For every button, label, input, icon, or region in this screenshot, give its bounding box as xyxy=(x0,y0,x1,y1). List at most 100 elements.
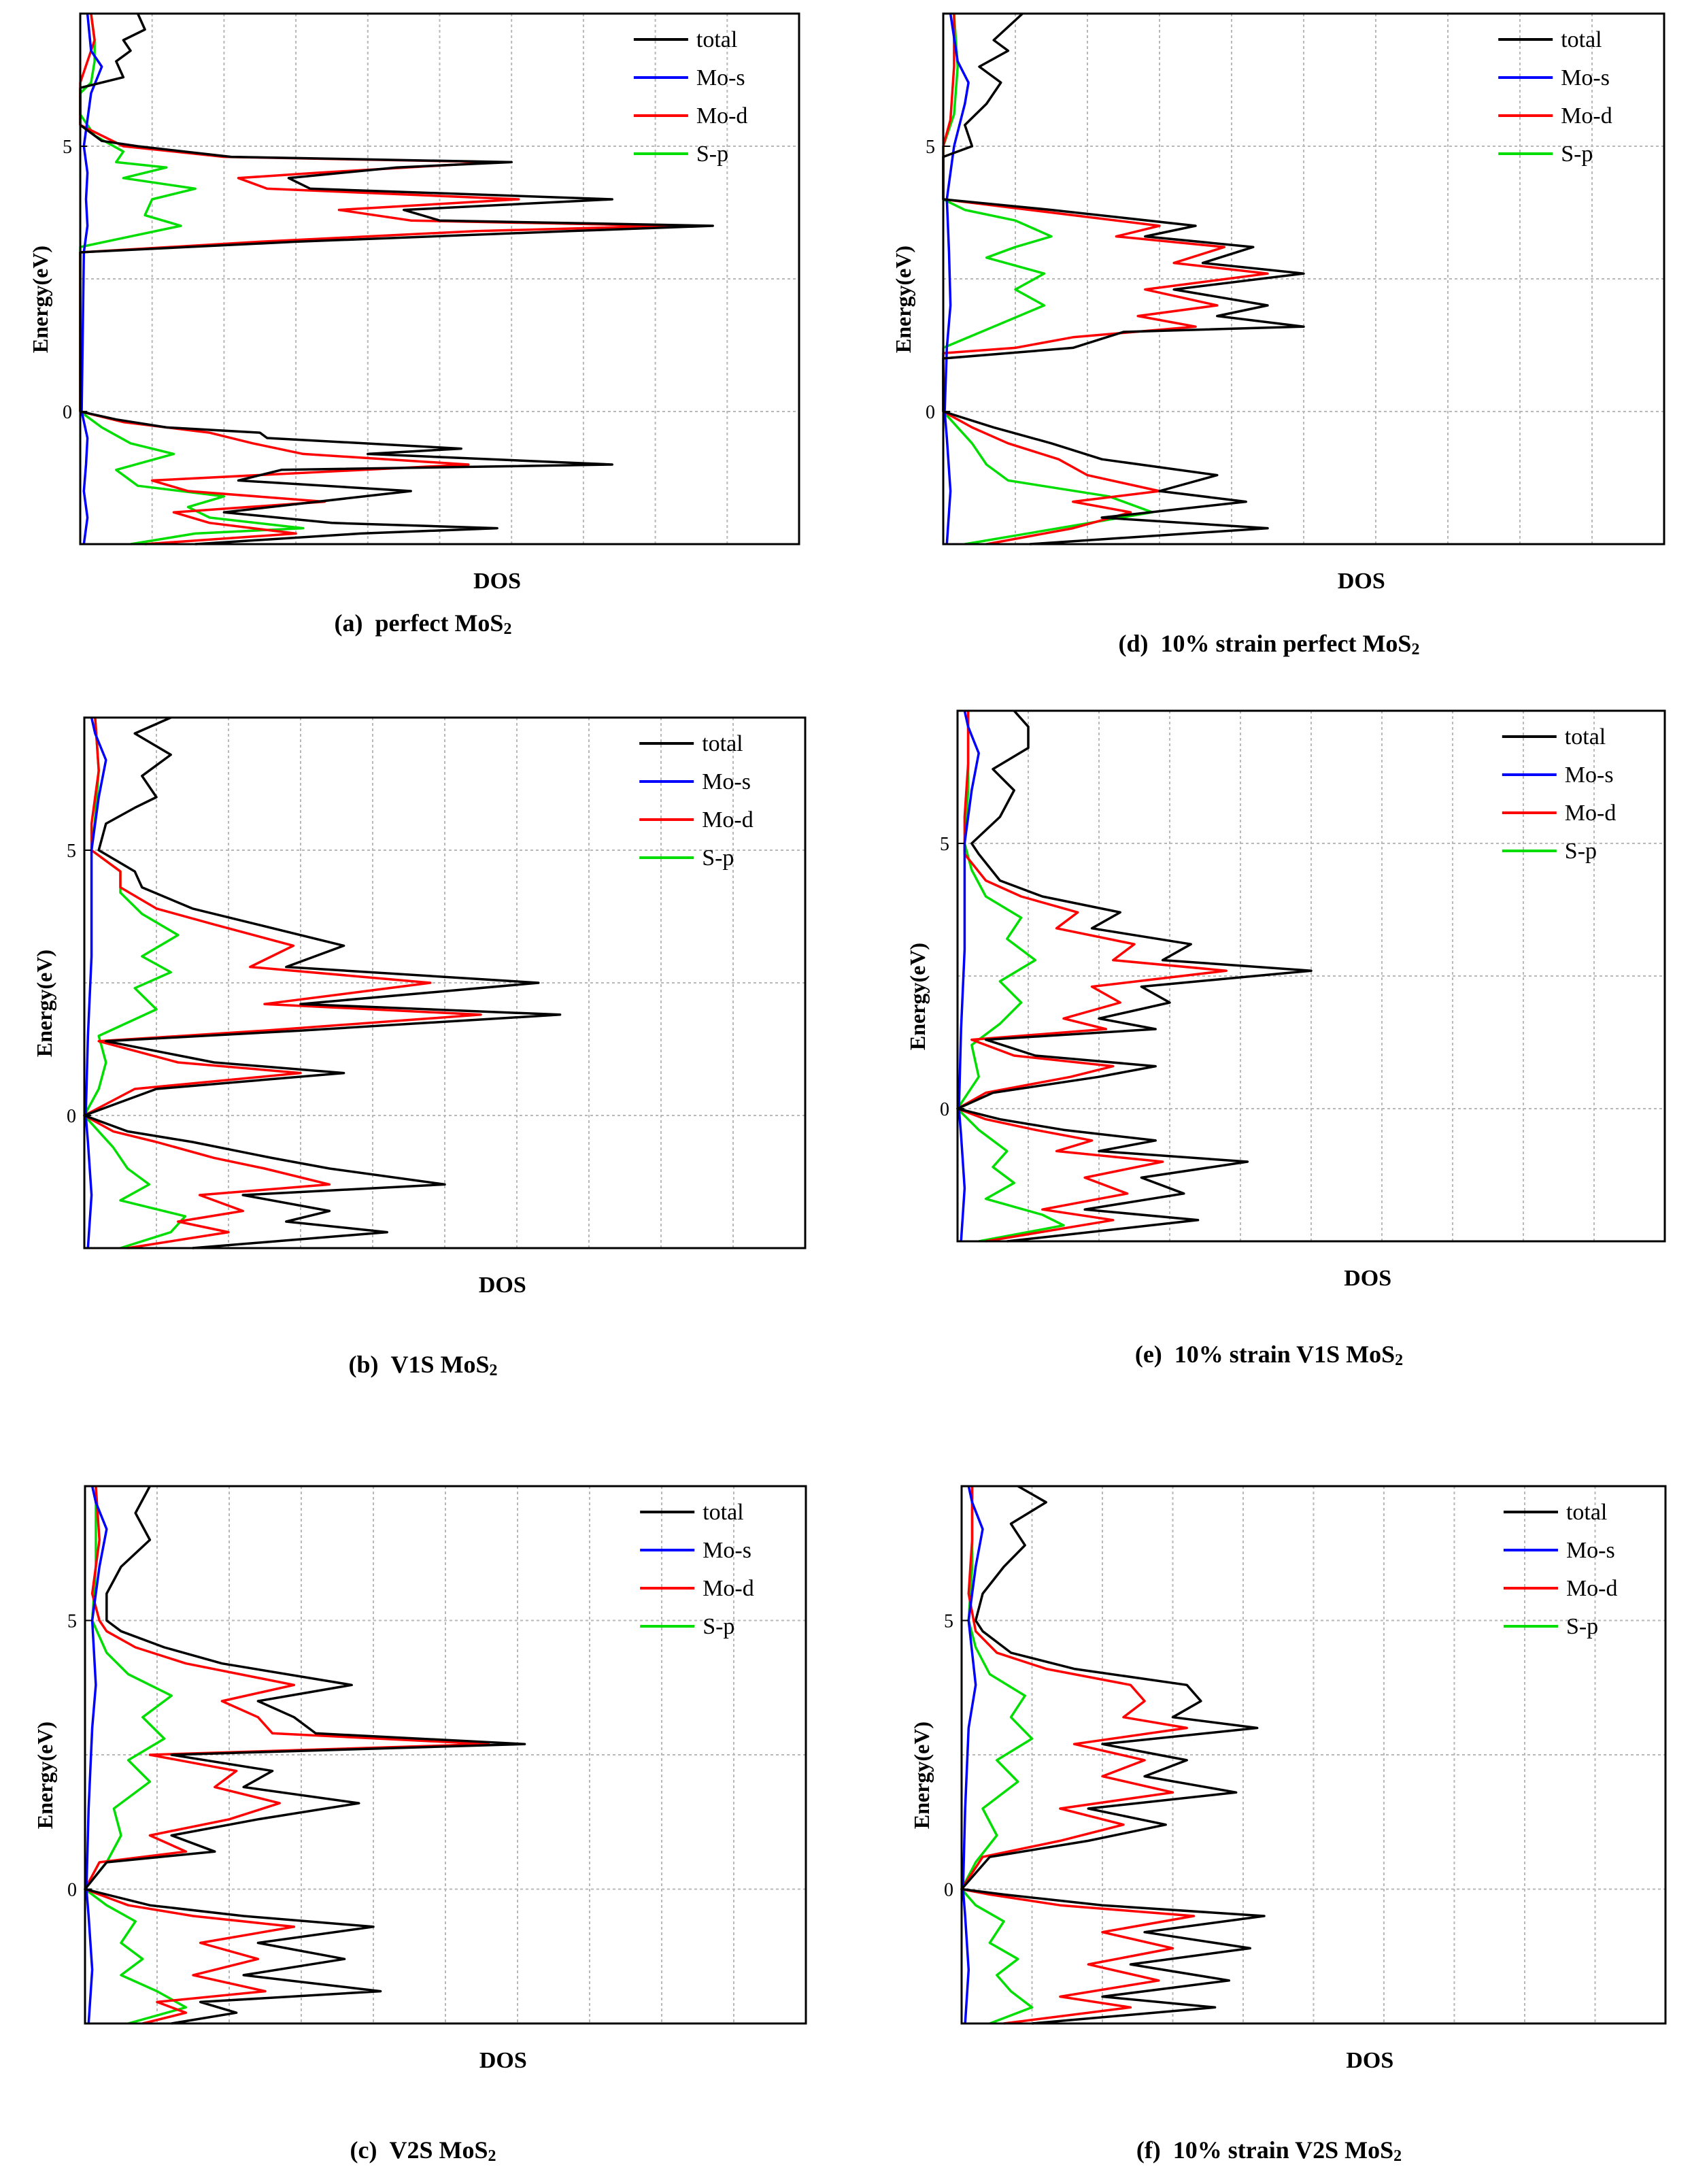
legend-label-total: total xyxy=(1565,724,1606,750)
series-line-mo-d xyxy=(942,14,1269,545)
legend-label-s-p: S-p xyxy=(1565,839,1597,864)
y-axis-label: Energy(eV) xyxy=(905,943,930,1050)
caption-subscript: 2 xyxy=(1395,1351,1404,1369)
caption-text: V2S MoS xyxy=(389,2136,488,2164)
legend-label-mo-d: Mo-d xyxy=(696,103,748,129)
x-axis-label: DOS xyxy=(1344,1266,1391,1291)
series-line-mo-s xyxy=(85,1485,108,2024)
chart-panel-d: 0 5 Energy(eV) DOS total Mo-s Mo-d S-p xyxy=(891,12,1665,594)
y-tick-label: 5 xyxy=(63,137,72,158)
caption-b: (b) V1S MoS2 xyxy=(0,1350,846,1380)
caption-f: (f) 10% strain V2S MoS2 xyxy=(846,2136,1692,2166)
legend-label-mo-s: Mo-s xyxy=(1565,762,1614,788)
y-tick-label: 0 xyxy=(67,1880,77,1901)
x-axis-label: DOS xyxy=(1346,2048,1393,2073)
legend-label-mo-s: Mo-s xyxy=(702,769,751,794)
series-line-mo-s xyxy=(943,13,970,545)
series-line-mo-d xyxy=(956,711,1228,1243)
y-axis-label: Energy(eV) xyxy=(32,950,56,1057)
chart-panel-f: 0 5 Energy(eV) DOS total Mo-s Mo-d S-p xyxy=(909,1485,1667,2073)
series-line-total xyxy=(942,12,1305,545)
plot-frame xyxy=(956,709,1666,1243)
plot-frame xyxy=(942,12,1665,545)
y-tick-label: 5 xyxy=(944,1611,953,1632)
caption-text: 10% strain perfect MoS xyxy=(1160,630,1412,657)
caption-d: (d) 10% strain perfect MoS2 xyxy=(846,629,1692,659)
legend-label-s-p: S-p xyxy=(1561,141,1593,167)
caption-subscript: 2 xyxy=(488,2147,496,2165)
y-tick-label: 5 xyxy=(67,1611,77,1632)
series-line-mo-s xyxy=(80,13,103,545)
caption-c: (c) V2S MoS2 xyxy=(0,2136,846,2166)
legend-label-total: total xyxy=(1561,27,1602,52)
legend-label-total: total xyxy=(703,1500,743,1525)
caption-text: perfect MoS xyxy=(375,609,504,637)
x-axis-label: DOS xyxy=(473,569,521,594)
chart-panel-c: 0 5 Energy(eV) DOS total Mo-s Mo-d S-p xyxy=(33,1485,807,2073)
legend-label-mo-d: Mo-d xyxy=(703,1576,754,1601)
y-tick-label: 0 xyxy=(940,1099,949,1120)
caption-label: (c) xyxy=(350,2136,377,2164)
caption-text: 10% strain V2S MoS xyxy=(1172,2136,1394,2164)
legend-label-total: total xyxy=(702,731,743,756)
caption-subscript: 2 xyxy=(503,620,512,638)
series-line-mo-s xyxy=(958,710,980,1242)
plot-frame xyxy=(83,716,807,1249)
legend-label-mo-s: Mo-s xyxy=(696,65,745,90)
series-line-s-p xyxy=(84,1486,188,2025)
series-line-total xyxy=(83,716,562,1249)
x-axis-label: DOS xyxy=(1338,569,1385,594)
x-axis-label: DOS xyxy=(479,2048,527,2073)
plot-frame xyxy=(79,12,800,545)
y-tick-label: 0 xyxy=(926,402,935,423)
series-line-s-p xyxy=(956,711,1065,1243)
series-line-mo-s xyxy=(962,1485,984,2024)
x-axis-label: DOS xyxy=(479,1273,526,1298)
series-line-mo-d xyxy=(79,13,671,545)
chart-panel-e: 0 5 Energy(eV) DOS total Mo-s Mo-d S-p xyxy=(905,709,1666,1291)
plot-frame xyxy=(84,1485,807,2025)
legend-label-mo-d: Mo-d xyxy=(1565,801,1617,826)
caption-subscript: 2 xyxy=(489,1362,498,1379)
legend-label-s-p: S-p xyxy=(702,845,734,871)
legend-label-mo-d: Mo-d xyxy=(1561,103,1612,129)
legend-label-s-p: S-p xyxy=(703,1614,734,1639)
series-line-mo-d xyxy=(83,717,482,1249)
y-tick-label: 0 xyxy=(63,402,72,423)
legend-label-mo-s: Mo-s xyxy=(1566,1538,1615,1563)
caption-e: (e) 10% strain V1S MoS2 xyxy=(846,1340,1692,1370)
series-line-total xyxy=(84,1485,526,2025)
y-tick-label: 5 xyxy=(940,834,949,855)
y-tick-label: 5 xyxy=(67,841,76,862)
chart-panel-a: 0 5 Energy(eV) DOS total Mo-s Mo-d S-p xyxy=(28,12,800,594)
y-axis-label: Energy(eV) xyxy=(33,1721,57,1829)
legend-label-total: total xyxy=(1566,1500,1607,1525)
y-axis-label: Energy(eV) xyxy=(28,246,52,353)
y-axis-label: Energy(eV) xyxy=(909,1721,934,1829)
legend-label-mo-s: Mo-s xyxy=(703,1538,751,1563)
caption-subscript: 2 xyxy=(1411,641,1420,658)
caption-label: (f) xyxy=(1136,2136,1161,2164)
y-tick-label: 0 xyxy=(944,1880,953,1901)
series-line-mo-d xyxy=(84,1485,490,2025)
caption-label: (e) xyxy=(1134,1341,1162,1368)
legend-label-mo-s: Mo-s xyxy=(1561,65,1610,90)
plot-frame xyxy=(960,1485,1667,2025)
chart-panel-b: 0 5 Energy(eV) DOS total Mo-s Mo-d S-p xyxy=(32,716,807,1298)
series-line-total xyxy=(956,709,1313,1243)
series-line-total xyxy=(960,1485,1266,2025)
legend-label-s-p: S-p xyxy=(1566,1614,1598,1639)
caption-label: (b) xyxy=(348,1351,379,1378)
legend-label-mo-d: Mo-d xyxy=(1566,1576,1618,1601)
series-line-mo-s xyxy=(84,717,107,1249)
series-line-s-p xyxy=(960,1486,1034,2025)
y-tick-label: 0 xyxy=(67,1106,76,1127)
legend-label-total: total xyxy=(696,27,737,52)
caption-a: (a) perfect MoS2 xyxy=(0,609,846,639)
legend-label-mo-d: Mo-d xyxy=(702,807,754,833)
y-axis-label: Energy(eV) xyxy=(891,246,915,353)
caption-subscript: 2 xyxy=(1393,2147,1402,2165)
series-line-mo-d xyxy=(960,1486,1196,2025)
caption-text: V1S MoS xyxy=(390,1351,490,1378)
caption-label: (a) xyxy=(334,609,363,637)
